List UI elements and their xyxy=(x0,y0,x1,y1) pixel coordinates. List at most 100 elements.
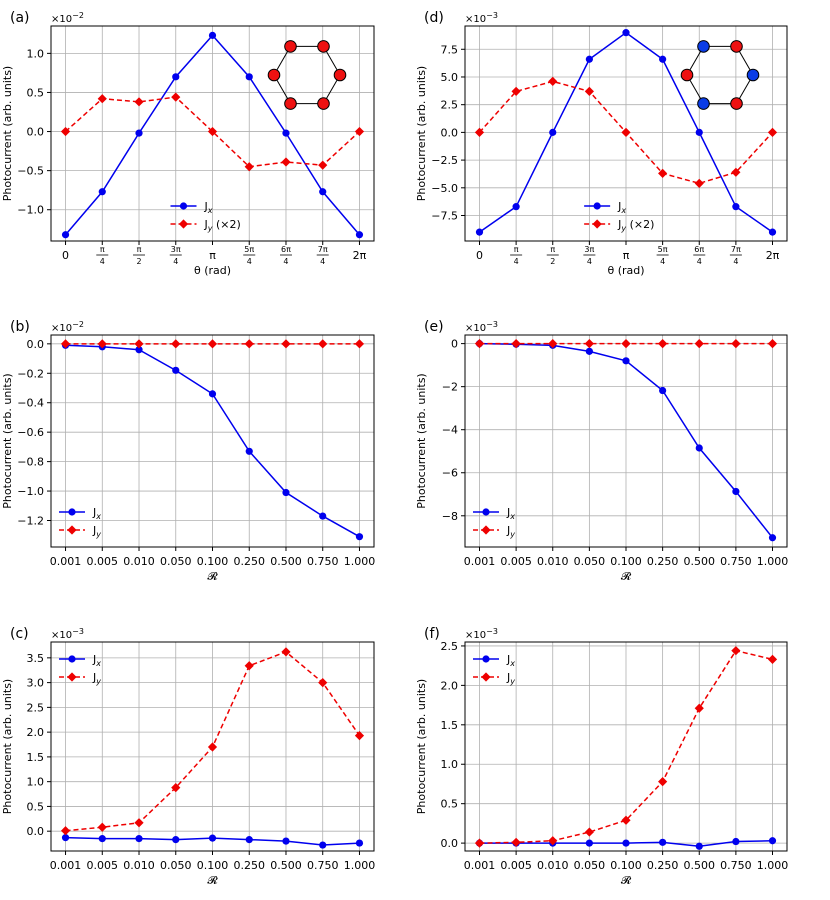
series-Jx xyxy=(61,31,364,239)
x-axis-label: θ (rad) xyxy=(607,264,644,277)
y-tick-label: 1.0 xyxy=(27,47,45,60)
x-tick-numerator: π xyxy=(550,245,555,254)
x-tick-label-3: 0.050 xyxy=(160,555,192,568)
data-point xyxy=(585,347,593,355)
legend-entry-Jx: Jx xyxy=(92,506,101,521)
x-tick-denominator: 2 xyxy=(136,257,141,266)
panel-label: (e) xyxy=(424,319,444,335)
x-tick-label-3: 0.050 xyxy=(574,555,606,568)
series-Jx xyxy=(61,341,364,541)
data-point xyxy=(658,339,668,349)
x-tick-label-1: 0.005 xyxy=(87,555,119,568)
x-tick-label-3: 0.050 xyxy=(160,859,192,872)
y-axis-label: Photocurrent (arb. units) xyxy=(415,373,428,508)
axis-scale-factor: ×10−2 xyxy=(51,11,84,25)
x-tick-denominator: 4 xyxy=(320,257,325,266)
y-tick-label: 1.0 xyxy=(27,776,45,789)
y-axis-label: Photocurrent (arb. units) xyxy=(415,679,428,814)
x-tick-numerator: 6π xyxy=(281,245,291,254)
x-tick-label-8: 1.000 xyxy=(344,859,376,872)
legend: Jx Jy (×2) xyxy=(170,200,241,233)
data-point xyxy=(474,339,485,349)
x-tick-denominator: 4 xyxy=(173,257,178,266)
hexagon-site-red xyxy=(730,40,743,53)
panel-c: 0.001 0.005 0.010 0.050 0.100 0.250 0.500 0.750… xyxy=(1,626,375,887)
y-tick-label: 0.5 xyxy=(27,86,45,99)
x-tick-label-2: 0.010 xyxy=(537,555,569,568)
data-point xyxy=(767,654,778,664)
x-tick-label-6: 6π4 xyxy=(693,245,706,266)
y-tick-label: −0.6 xyxy=(17,426,44,439)
data-point xyxy=(208,31,217,39)
data-point xyxy=(695,842,703,850)
data-point xyxy=(694,703,704,713)
legend: Jx Jy xyxy=(473,653,515,686)
data-point xyxy=(622,357,630,365)
x-tick-label-7: 0.750 xyxy=(720,859,752,872)
axis-scale-factor: ×10−3 xyxy=(465,627,498,641)
data-point xyxy=(172,836,180,844)
legend-entry-Jy: Jy xyxy=(92,524,101,539)
data-point xyxy=(171,339,181,349)
x-tick-label-2: π2 xyxy=(546,245,559,266)
x-axis-label: 𝓡 xyxy=(621,874,632,887)
data-point xyxy=(768,534,777,542)
panel-b: 0.001 0.005 0.010 0.050 0.100 0.250 0.500 0.750… xyxy=(1,319,375,583)
data-point xyxy=(98,188,106,196)
data-point xyxy=(767,339,778,349)
data-point xyxy=(584,339,594,349)
data-point xyxy=(97,339,107,349)
legend: Jx Jy xyxy=(59,653,101,686)
data-point xyxy=(281,339,291,349)
x-tick-label-0: 0.001 xyxy=(464,555,496,568)
x-tick-label-1: 0.005 xyxy=(87,859,119,872)
x-tick-label-5: 0.250 xyxy=(233,859,265,872)
data-point xyxy=(245,447,253,455)
data-point xyxy=(354,126,365,137)
series-line xyxy=(479,649,773,844)
data-point xyxy=(134,339,144,349)
axis-scale-factor: ×10−3 xyxy=(465,11,498,25)
data-point xyxy=(511,86,521,96)
panel-label: (b) xyxy=(10,319,30,335)
y-tick-label: 3.0 xyxy=(27,677,45,690)
series-Jx xyxy=(475,29,777,236)
x-tick-numerator: π xyxy=(514,245,519,254)
y-tick-label: −0.4 xyxy=(17,397,44,410)
y-tick-label: 0.0 xyxy=(27,126,45,139)
legend-entry-Jx: Jx xyxy=(506,653,515,668)
data-point xyxy=(135,129,143,137)
legend-entry-Jy: Jy (×2) xyxy=(204,218,241,233)
data-point xyxy=(474,838,485,848)
hexagon-site-red xyxy=(284,97,297,110)
y-tick-label: 0.0 xyxy=(27,338,45,351)
x-tick-label-2: 0.010 xyxy=(123,555,155,568)
legend-marker xyxy=(592,219,602,229)
x-tick-denominator: 4 xyxy=(247,257,252,266)
x-tick-label-7: 7π4 xyxy=(316,245,329,266)
data-point xyxy=(61,834,70,842)
x-tick-label-1: π4 xyxy=(96,245,109,266)
axis-scale-factor: ×10−3 xyxy=(465,320,498,334)
data-point xyxy=(658,168,668,178)
legend-entry-Jx: Jx xyxy=(204,200,213,215)
x-tick-numerator: 3π xyxy=(584,245,594,254)
legend-entry-Jy: Jy xyxy=(506,671,515,686)
x-tick-numerator: 7π xyxy=(731,245,741,254)
x-tick-label-0: 0 xyxy=(62,249,69,262)
data-point xyxy=(319,188,327,196)
x-axis-label: 𝓡 xyxy=(621,570,632,583)
data-point xyxy=(658,776,668,787)
data-point xyxy=(622,839,630,847)
series-Jy xyxy=(60,339,365,349)
y-tick-label: 2.5 xyxy=(441,640,459,653)
y-tick-label: −4 xyxy=(442,424,458,437)
data-point xyxy=(208,834,217,842)
data-point xyxy=(97,822,107,832)
data-point xyxy=(354,731,365,741)
hexagon-site-blue xyxy=(697,40,710,53)
x-tick-label-2: π2 xyxy=(133,245,146,266)
